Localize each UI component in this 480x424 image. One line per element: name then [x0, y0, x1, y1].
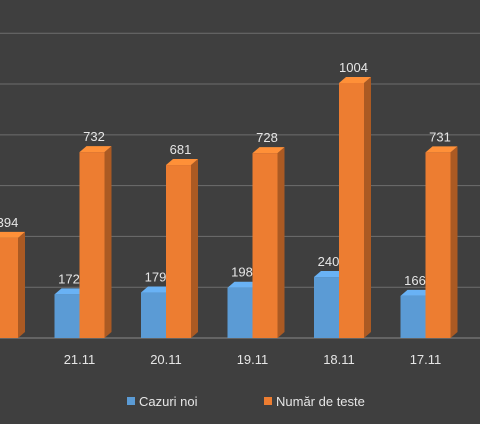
- bar-numar-teste-21.11: [79, 146, 112, 338]
- legend-swatch: [264, 397, 272, 405]
- legend-item-numar-teste: Număr de teste: [264, 394, 365, 409]
- legend-item-cazuri-noi: Cazuri noi: [127, 394, 198, 409]
- value-label: 166: [404, 273, 426, 288]
- value-label: 240: [318, 254, 340, 269]
- value-label: 732: [83, 129, 105, 144]
- value-label: 172: [58, 271, 80, 286]
- legend-label: Număr de teste: [276, 394, 365, 409]
- bar-numar-teste-17.11: [425, 146, 458, 338]
- bar-numar-teste-20.11: [166, 159, 198, 338]
- x-tick-label: 20.11: [150, 352, 182, 367]
- x-tick-label: 21.11: [64, 352, 96, 367]
- legend-swatch: [127, 397, 135, 405]
- value-labels: 394 172 732 179 681 198 728 240 1004 166 731: [0, 60, 451, 288]
- value-label: 1004: [339, 60, 368, 75]
- x-tick-label: 19.11: [237, 352, 269, 367]
- bar-numar-teste-22.11: [0, 231, 25, 338]
- value-label: 394: [0, 215, 18, 230]
- value-label: 198: [231, 265, 253, 280]
- x-tick-label: 17.11: [410, 352, 442, 367]
- legend-label: Cazuri noi: [139, 394, 198, 409]
- value-label: 728: [256, 130, 278, 145]
- bars: [0, 77, 458, 338]
- bar-numar-teste-18.11: [339, 77, 371, 338]
- bar-numar-teste-19.11: [252, 147, 285, 338]
- value-label: 681: [170, 142, 192, 157]
- x-tick-label: 18.11: [323, 352, 355, 367]
- value-label: 731: [429, 129, 451, 144]
- value-label: 179: [145, 270, 167, 285]
- legend: Cazuri noi Număr de teste: [127, 394, 365, 409]
